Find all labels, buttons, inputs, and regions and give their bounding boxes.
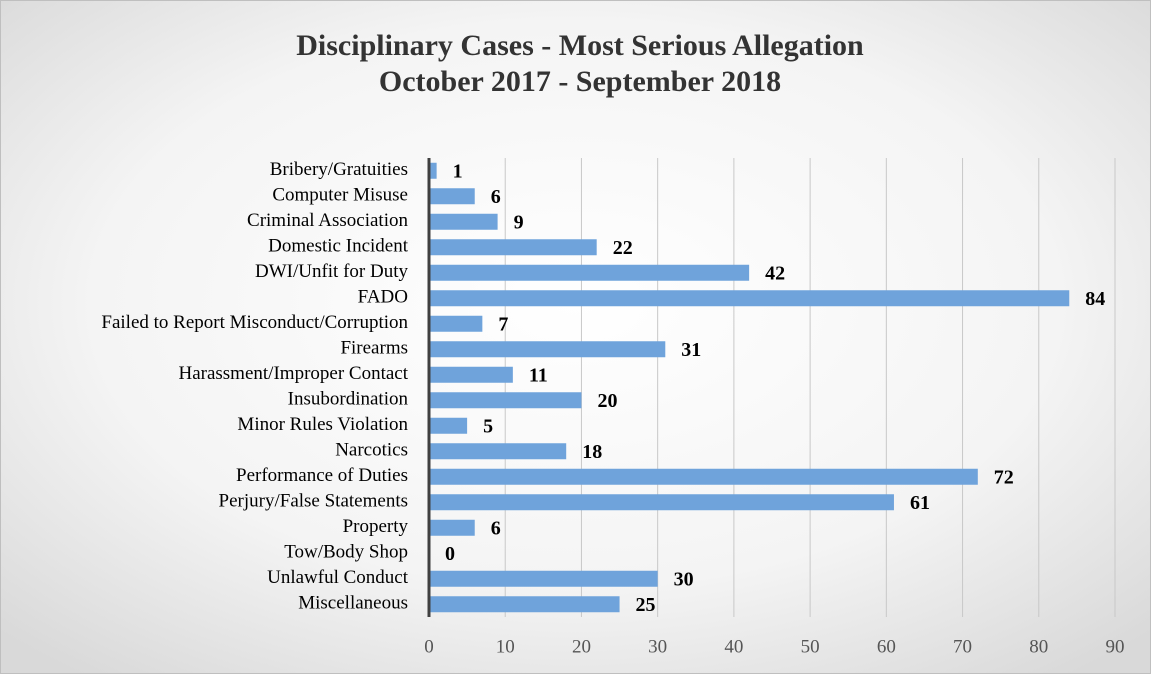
x-tick-label: 50: [801, 636, 820, 657]
y-tick-label: Miscellaneous: [298, 593, 408, 614]
y-tick-label: Narcotics: [335, 440, 408, 461]
value-label: 42: [765, 262, 785, 284]
value-label: 72: [994, 466, 1014, 488]
bar: [429, 596, 620, 613]
bar: [429, 341, 666, 358]
y-tick-label: Criminal Association: [247, 210, 408, 231]
value-label: 84: [1085, 288, 1105, 310]
y-tick-label: Bribery/Gratuities: [270, 159, 408, 180]
value-label: 25: [636, 594, 656, 616]
y-tick-label: DWI/Unfit for Duty: [255, 261, 409, 282]
bar: [429, 417, 468, 434]
bar: [429, 570, 658, 587]
value-label: 6: [491, 186, 501, 208]
x-tick-label: 10: [496, 636, 515, 657]
x-tick-label: 30: [648, 636, 667, 657]
x-tick-label: 80: [1029, 636, 1048, 657]
y-tick-label: Unlawful Conduct: [267, 567, 409, 588]
bar: [429, 264, 750, 281]
x-tick-label: 0: [424, 636, 434, 657]
y-tick-label: Domestic Incident: [268, 236, 409, 257]
bar: [429, 366, 513, 383]
bar: [429, 239, 597, 256]
y-tick-label: Failed to Report Misconduct/Corruption: [101, 312, 408, 333]
value-label: 20: [597, 390, 617, 412]
value-label: 31: [681, 339, 701, 361]
bar: [429, 443, 567, 460]
value-label: 30: [674, 568, 694, 590]
y-tick-label: Computer Misuse: [272, 185, 408, 206]
value-label: 5: [483, 415, 493, 437]
chart-subtitle: October 2017 - September 2018: [379, 65, 781, 98]
value-label: 1: [453, 160, 463, 182]
value-label: 6: [491, 517, 501, 539]
bar: [429, 290, 1070, 307]
y-tick-label: Perjury/False Statements: [219, 491, 408, 512]
bar: [429, 392, 582, 409]
chart-title: Disciplinary Cases - Most Serious Allega…: [296, 29, 864, 62]
y-tick-label: Performance of Duties: [236, 465, 408, 486]
bar: [429, 494, 894, 511]
y-tick-label: Tow/Body Shop: [284, 542, 408, 563]
bar: [429, 315, 483, 332]
bar: [429, 188, 475, 205]
x-tick-label: 60: [877, 636, 896, 657]
y-tick-label: Firearms: [340, 338, 408, 359]
value-label: 11: [529, 364, 548, 386]
y-tick-label: Minor Rules Violation: [237, 414, 408, 435]
y-tick-label: Harassment/Improper Contact: [178, 363, 408, 384]
y-tick-label: Property: [343, 516, 409, 537]
y-tick-label: Insubordination: [288, 389, 409, 410]
value-label: 0: [445, 543, 455, 565]
x-tick-label: 20: [572, 636, 591, 657]
bar: [429, 162, 437, 179]
bar: [429, 213, 498, 230]
y-tick-label: FADO: [358, 287, 408, 308]
value-label: 22: [613, 237, 633, 259]
bar: [429, 519, 475, 536]
bar: [429, 468, 978, 485]
value-label: 7: [498, 313, 508, 335]
x-tick-label: 40: [724, 636, 743, 657]
x-tick-label: 70: [953, 636, 972, 657]
value-label: 61: [910, 492, 930, 514]
x-tick-label: 90: [1106, 636, 1125, 657]
value-label: 9: [514, 211, 524, 233]
value-label: 18: [582, 441, 602, 463]
